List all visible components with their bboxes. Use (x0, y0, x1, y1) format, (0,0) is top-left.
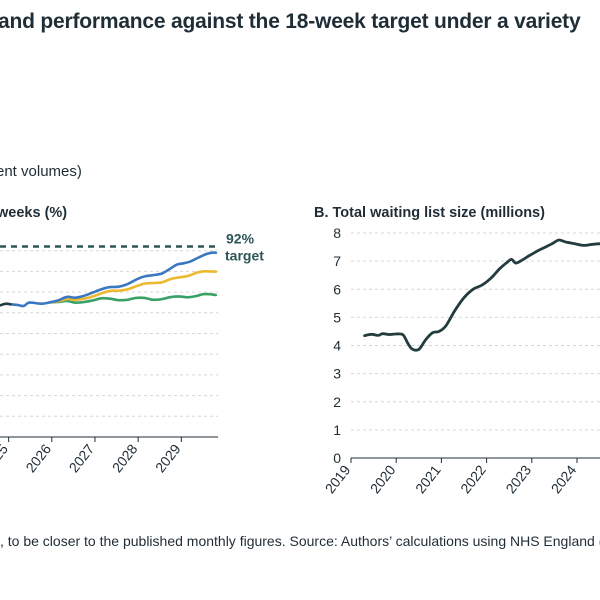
panel-b-x-tick-label: 2022 (457, 462, 489, 497)
panel-b-y-tick-label: 0 (333, 450, 341, 466)
panel-b-y-tick-label: 2 (333, 394, 341, 410)
panel-a-x-tick-label: 2029 (152, 441, 184, 476)
panel-b-y-tick-label: 7 (333, 253, 341, 269)
panel-b-x-tick-label: 2023 (502, 462, 534, 497)
source-note: , to be closer to the published monthly … (0, 533, 600, 549)
panel-b-y-tick-label: 4 (333, 338, 341, 354)
panel-b-y-tick-label: 1 (333, 422, 341, 438)
panel-b-y-tick-label: 5 (333, 309, 341, 325)
panel-b-y-tick-label: 6 (333, 281, 341, 297)
panel-b-x-tick-label: 2021 (412, 462, 444, 497)
panel-b-y-tick-label: 3 (333, 366, 341, 382)
panel-b-y-tick-label: 8 (333, 225, 341, 241)
panel-b-x-tick-label: 2024 (548, 462, 580, 497)
panel-b-chart: 0 1 2 3 4 5 6 7 8 2019 2020 2021 2022 2023 2024 (322, 225, 600, 496)
page-subtitle: ent volumes) (0, 163, 82, 180)
waiting-list-line (363, 238, 600, 352)
panel-a-title: weeks (%) (0, 205, 67, 221)
panel-a-x-tick-label: 2027 (66, 441, 98, 476)
panel-a-chart: 2025 2026 2027 2028 2029 92%target (0, 231, 264, 476)
panel-a-x-tick-label: 2025 (0, 441, 11, 476)
target-label-text: target (225, 248, 264, 264)
series-line-yellow (48, 270, 218, 304)
panel-a-x-tick-label: 2026 (22, 441, 54, 476)
panel-b-x-tick-label: 2020 (367, 462, 399, 497)
series-line-blue (9, 251, 218, 308)
panel-a-x-tick-label: 2028 (109, 441, 141, 476)
series-line-dark (0, 302, 12, 307)
target-label-value: 92% (226, 231, 255, 247)
page-title: and performance against the 18-week targ… (0, 10, 581, 33)
panel-b-title: B. Total waiting list size (millions) (314, 205, 545, 221)
series-line-green (48, 292, 218, 305)
panel-b-x-tick-label: 2019 (322, 462, 354, 497)
